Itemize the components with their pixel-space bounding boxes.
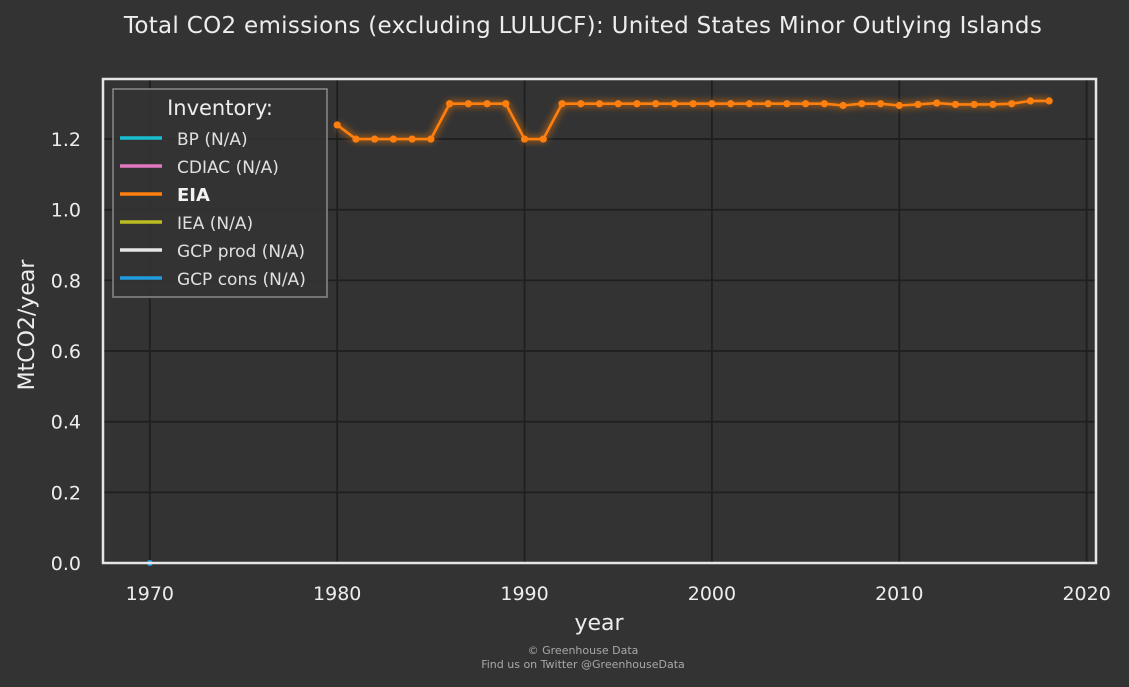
data-point xyxy=(577,100,585,108)
legend-entry-label: EIA xyxy=(177,185,210,206)
x-tick-label: 2000 xyxy=(688,583,736,605)
data-point xyxy=(820,100,828,108)
data-point xyxy=(745,100,753,108)
data-point xyxy=(633,100,641,108)
data-point xyxy=(689,100,697,108)
data-point xyxy=(464,100,472,108)
data-point xyxy=(483,100,491,108)
y-tick-label: 0.0 xyxy=(51,553,81,575)
legend-title: Inventory: xyxy=(167,96,273,120)
x-axis-ticks: 1970 1980 1990 2000 2010 2020 xyxy=(126,583,1111,605)
y-axis-ticks: 0.0 0.2 0.4 0.6 0.8 1.0 1.2 xyxy=(51,129,81,575)
series-layer xyxy=(146,97,1053,566)
x-tick-label: 1970 xyxy=(126,583,174,605)
legend-entry-label: BP (N/A) xyxy=(177,130,248,150)
data-point xyxy=(652,100,660,108)
credit-line-2: Find us on Twitter @GreenhouseData xyxy=(481,658,685,671)
data-point xyxy=(933,99,941,107)
legend-entry-label: GCP prod (N/A) xyxy=(177,242,305,262)
legend-entry-label: IEA (N/A) xyxy=(177,214,253,234)
data-point xyxy=(389,135,398,143)
data-point xyxy=(352,135,360,143)
data-point xyxy=(520,135,529,143)
data-point xyxy=(595,100,604,108)
x-tick-label: 1980 xyxy=(313,583,361,605)
data-point xyxy=(858,100,866,108)
data-point xyxy=(670,100,679,108)
y-tick-label: 0.2 xyxy=(51,482,81,504)
x-tick-label: 2010 xyxy=(875,583,923,605)
data-point xyxy=(895,101,903,110)
y-tick-label: 1.0 xyxy=(51,200,81,222)
data-point xyxy=(333,121,341,129)
data-point xyxy=(951,100,960,109)
chart-title: Total CO2 emissions (excluding LULUCF): … xyxy=(123,13,1042,39)
data-point xyxy=(801,100,810,108)
data-point xyxy=(502,100,510,108)
data-point xyxy=(783,100,791,108)
data-point xyxy=(764,100,772,108)
data-point xyxy=(839,101,847,110)
data-point xyxy=(914,100,922,109)
x-tick-label: 1990 xyxy=(500,583,548,605)
data-point xyxy=(708,100,716,108)
data-point xyxy=(408,135,416,143)
y-tick-label: 0.8 xyxy=(51,270,81,292)
data-point xyxy=(1026,97,1035,105)
data-point xyxy=(371,135,379,143)
y-tick-label: 1.2 xyxy=(51,129,81,151)
y-tick-label: 0.6 xyxy=(51,341,81,363)
data-point xyxy=(1045,97,1053,105)
data-point xyxy=(970,100,978,109)
data-point xyxy=(727,100,735,108)
x-tick-label: 2020 xyxy=(1062,583,1110,605)
data-point xyxy=(614,100,622,108)
legend-entry-label: GCP cons (N/A) xyxy=(177,270,306,290)
plot-frame xyxy=(101,77,1098,565)
y-axis-label: MtCO2/year xyxy=(15,259,40,391)
credit-line-1: © Greenhouse Data xyxy=(528,644,639,657)
data-point xyxy=(446,100,454,108)
x-axis-label: year xyxy=(574,611,624,636)
y-tick-label: 0.4 xyxy=(51,412,81,434)
data-point xyxy=(989,100,997,109)
legend: Inventory: BP (N/A) CDIAC (N/A) EIA IEA (N/… xyxy=(112,88,328,298)
legend-entry-label: CDIAC (N/A) xyxy=(177,158,279,178)
data-point xyxy=(1008,100,1016,108)
legend-entries: BP (N/A) CDIAC (N/A) EIA IEA (N/A) GCP prod … xyxy=(120,130,306,290)
data-point xyxy=(539,135,547,143)
series-eia xyxy=(333,97,1053,143)
data-point xyxy=(427,135,435,143)
data-point xyxy=(876,100,885,108)
data-point xyxy=(558,100,566,108)
